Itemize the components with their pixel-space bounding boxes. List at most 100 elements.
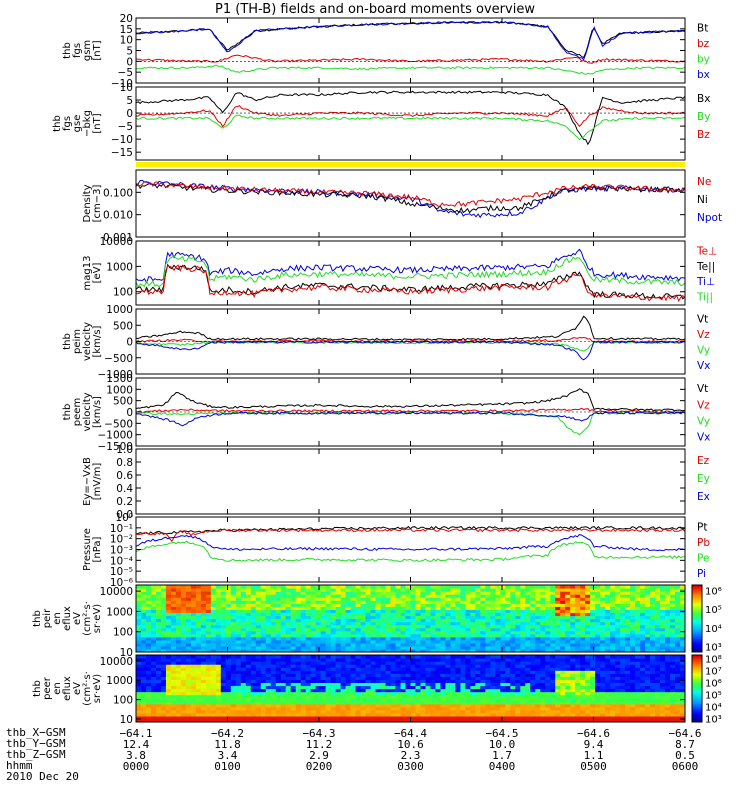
spectrogram-cell <box>450 694 457 699</box>
spectrogram-cell <box>410 627 417 632</box>
spectrogram-cell <box>570 648 576 652</box>
spectrogram-cell <box>600 670 606 674</box>
spectrogram-cell <box>180 618 187 623</box>
spectrogram-cell <box>370 621 377 626</box>
spectrogram-cell <box>190 642 197 647</box>
spectrogram-cell <box>340 645 347 650</box>
spectrogram-cell <box>150 609 157 614</box>
spectrogram-cell <box>595 688 601 693</box>
spectrogram-cell <box>430 639 437 644</box>
spectrogram-cell <box>390 645 397 650</box>
spectrogram-cell <box>655 588 661 592</box>
spectrogram-cell <box>280 603 287 607</box>
spectrogram-cell <box>190 688 197 693</box>
colorbar-frame <box>691 584 703 653</box>
spectrogram-cell <box>580 612 586 617</box>
spectrogram-cell <box>440 615 447 620</box>
spectrogram-cell <box>520 709 526 714</box>
spectrogram-cell <box>175 627 182 632</box>
spectrogram-cell <box>175 676 182 680</box>
spectrogram-cell <box>495 670 501 674</box>
spectrogram-cell <box>380 618 387 623</box>
panel-frame <box>135 448 686 515</box>
spectrogram-cell <box>470 588 476 592</box>
spectrogram-cell <box>515 618 521 623</box>
spectrogram-cell <box>225 591 232 595</box>
series-line-2 <box>136 407 685 414</box>
spectrogram-cell <box>355 679 362 684</box>
spectrogram-cell <box>395 645 402 650</box>
spectrogram-cell <box>375 685 382 690</box>
y-tick-label: 1000 <box>106 304 133 316</box>
spectrogram-cell <box>495 697 501 702</box>
spectrogram-cell <box>450 606 457 610</box>
spectrogram-cell <box>355 621 362 626</box>
spectrogram-cell <box>395 633 402 638</box>
spectrogram-cell <box>475 603 481 607</box>
spectrogram-cell <box>610 648 616 652</box>
spectrogram-cell <box>320 667 327 671</box>
spectrogram-cell <box>405 694 412 699</box>
spectrogram-cell <box>560 709 566 714</box>
spectrogram-cell <box>540 661 546 665</box>
spectrogram-cell <box>480 600 486 604</box>
spectrogram-cell <box>330 694 337 699</box>
spectrogram-cell <box>525 718 531 722</box>
spectrogram-cell <box>630 648 636 652</box>
spectrogram-cell <box>510 639 516 644</box>
spectrogram-cell <box>510 676 516 680</box>
spectrogram-cell <box>350 624 357 629</box>
spectrogram-cell <box>275 624 282 629</box>
panel-5 <box>135 308 686 375</box>
spectrogram-cell <box>300 694 307 699</box>
spectrogram-cell <box>136 706 142 711</box>
spectrogram-cell <box>270 585 277 589</box>
spectrogram-cell <box>575 627 581 632</box>
spectrogram-cell <box>490 612 496 617</box>
spectrogram-cell <box>555 588 561 592</box>
spectrogram-cell <box>290 609 297 614</box>
spectrogram-cell <box>480 585 486 589</box>
spectrogram-cell <box>495 639 501 644</box>
spectrogram-cell <box>175 648 182 652</box>
spectrogram-cell <box>440 645 447 650</box>
spectrogram-cell <box>460 691 466 696</box>
spectrogram-cell <box>240 661 247 665</box>
spectrogram-cell <box>535 633 541 638</box>
spectrogram-cell <box>180 627 187 632</box>
spectrogram-cell <box>190 658 197 662</box>
spectrogram-cell <box>600 676 606 680</box>
spectrogram-cell <box>355 603 362 607</box>
spectrogram-cell <box>485 658 491 662</box>
spectrogram-cell <box>295 694 302 699</box>
spectrogram-cell <box>555 648 561 652</box>
spectrogram-cell <box>215 627 222 632</box>
spectrogram-cell <box>435 682 442 687</box>
spectrogram-cell <box>240 685 247 690</box>
spectrogram-cell <box>520 636 526 641</box>
spectrogram-cell <box>625 624 631 629</box>
spectrogram-cell <box>140 645 147 650</box>
spectrogram-cell <box>395 688 402 693</box>
spectrogram-cell <box>220 615 227 620</box>
spectrogram-cell <box>490 706 496 711</box>
spectrogram-cell <box>520 609 526 614</box>
colorbar-step <box>692 590 702 593</box>
spectrogram-cell <box>515 658 521 662</box>
spectrogram-cell <box>580 706 586 711</box>
spectrogram-cell <box>505 618 511 623</box>
spectrogram-cell <box>665 585 671 589</box>
spectrogram-cell <box>550 594 556 598</box>
spectrogram-cell <box>610 603 616 607</box>
spectrogram-cell <box>155 597 162 601</box>
y-tick-label: −500 <box>104 353 133 365</box>
spectrogram-cell <box>175 588 182 592</box>
spectrogram-cell <box>410 588 417 592</box>
spectrogram-cell <box>260 676 267 680</box>
spectrogram-cell <box>285 618 292 623</box>
spectrogram-cell <box>350 688 357 693</box>
spectrogram-cell <box>470 603 476 607</box>
spectrogram-cell <box>570 603 576 607</box>
spectrogram-cell <box>525 712 531 717</box>
